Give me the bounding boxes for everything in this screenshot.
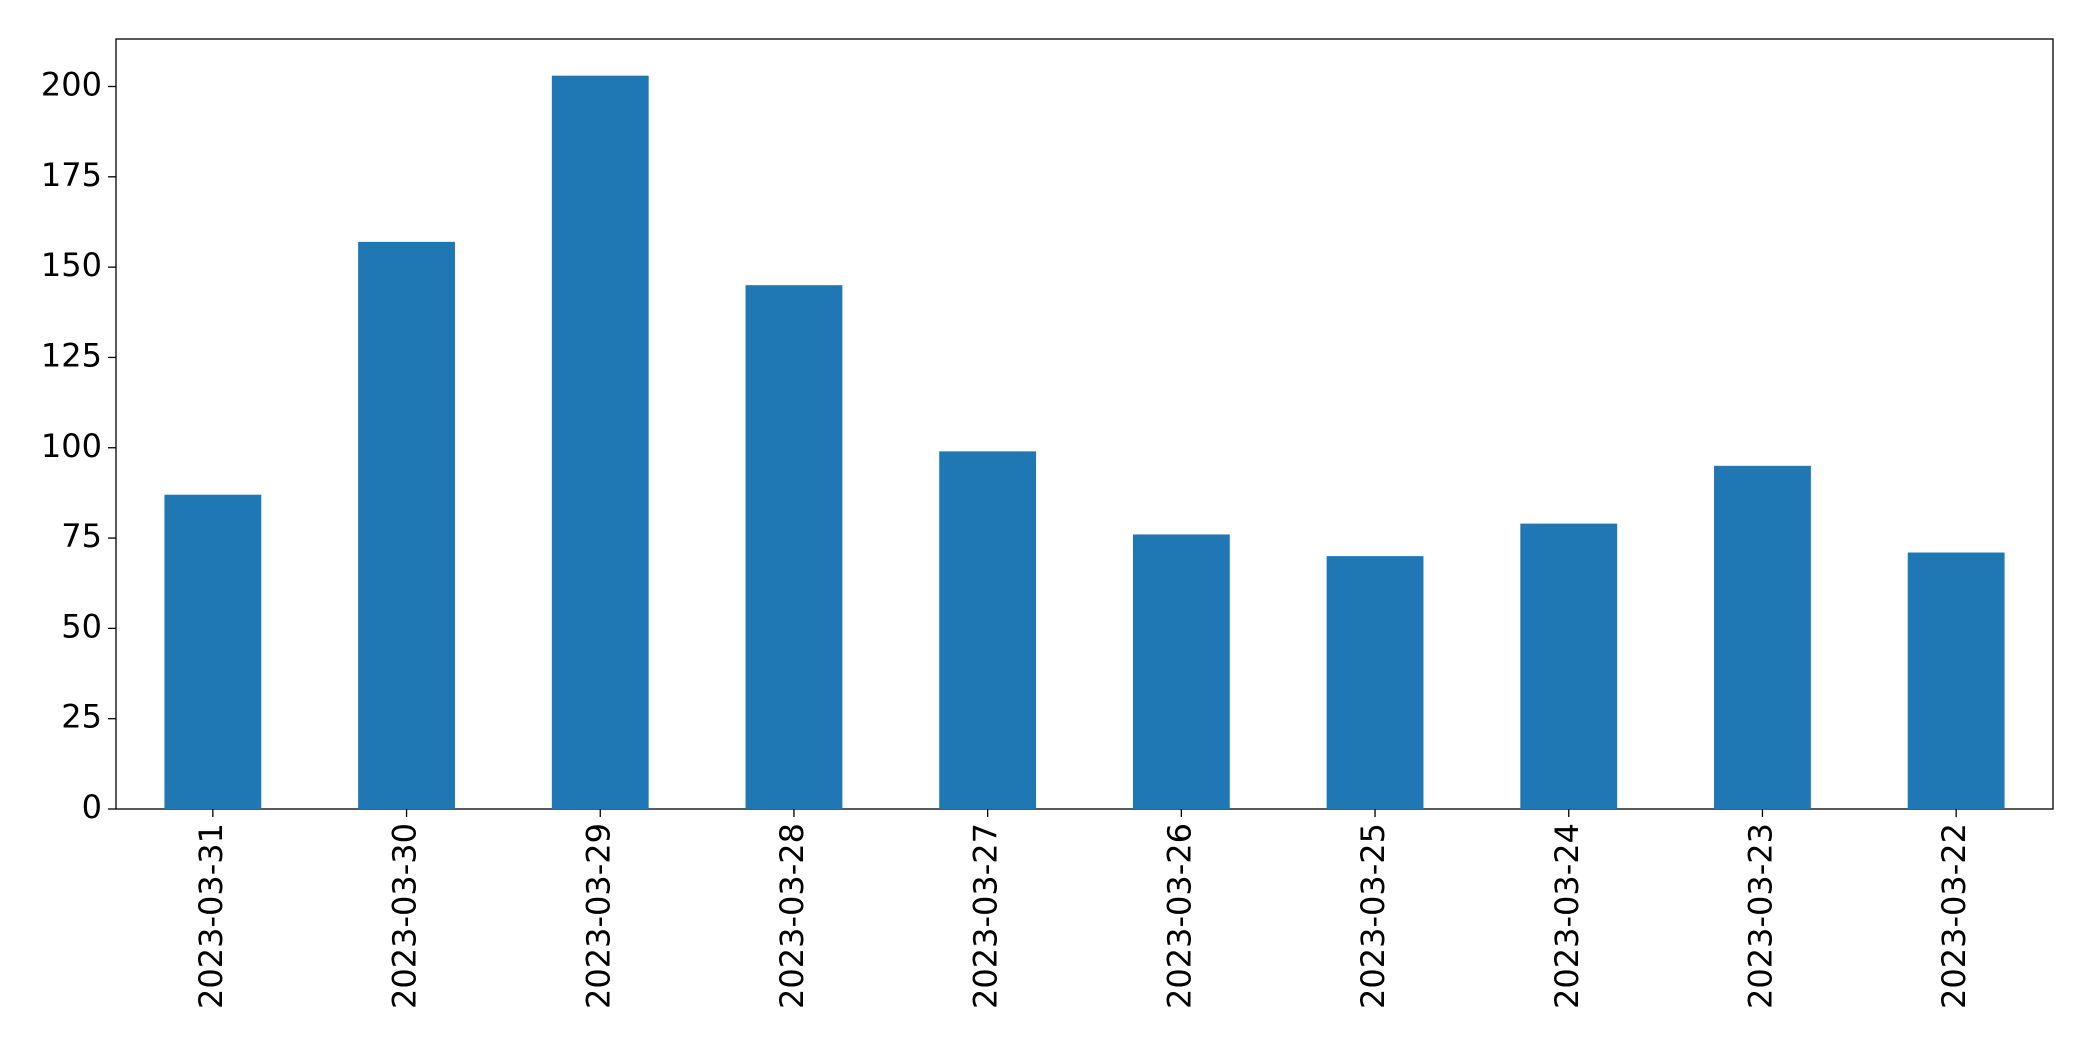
bar	[1520, 523, 1618, 809]
x-tick-label: 2023-03-23	[1741, 823, 1779, 1009]
y-tick-label: 75	[61, 517, 102, 555]
y-tick-label: 25	[61, 698, 102, 736]
bar	[551, 75, 649, 809]
x-tick-label: 2023-03-28	[773, 823, 811, 1009]
bar	[1132, 534, 1230, 809]
bar	[164, 494, 262, 809]
y-tick-label: 50	[61, 607, 102, 645]
plot-frame	[115, 38, 2054, 810]
y-tick-label: 125	[41, 336, 102, 374]
x-tick-label: 2023-03-24	[1548, 823, 1586, 1009]
bar	[1907, 552, 2005, 809]
bar	[745, 285, 843, 809]
x-tick-label: 2023-03-25	[1354, 823, 1392, 1009]
y-tick-label: 100	[41, 427, 102, 465]
x-tick-label: 2023-03-31	[192, 823, 230, 1009]
x-tick-label: 2023-03-30	[386, 823, 424, 1009]
y-tick-label: 175	[41, 156, 102, 194]
x-tick-label: 2023-03-22	[1935, 823, 1973, 1009]
x-tick-label: 2023-03-26	[1160, 823, 1198, 1009]
y-tick-label: 0	[82, 788, 102, 826]
bar	[1714, 465, 1811, 809]
x-tick-label: 2023-03-27	[967, 823, 1005, 1009]
bar	[358, 241, 455, 810]
y-tick-label: 200	[41, 66, 102, 104]
x-tick-label: 2023-03-29	[579, 823, 617, 1009]
bar	[939, 451, 1037, 809]
y-tick-label: 150	[41, 246, 102, 284]
bar	[1326, 556, 1424, 809]
